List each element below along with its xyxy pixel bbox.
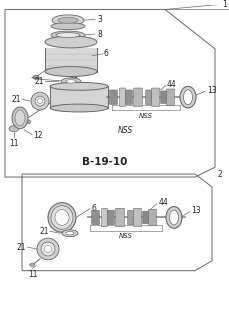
Ellipse shape bbox=[51, 31, 85, 39]
FancyBboxPatch shape bbox=[108, 210, 114, 225]
FancyBboxPatch shape bbox=[143, 211, 148, 224]
Text: 6: 6 bbox=[92, 204, 97, 213]
Ellipse shape bbox=[52, 15, 84, 26]
Ellipse shape bbox=[45, 67, 97, 76]
FancyBboxPatch shape bbox=[120, 88, 125, 106]
Text: 21: 21 bbox=[16, 243, 26, 252]
Ellipse shape bbox=[12, 107, 28, 129]
Ellipse shape bbox=[183, 90, 193, 105]
Ellipse shape bbox=[62, 230, 78, 237]
Ellipse shape bbox=[9, 126, 19, 132]
Ellipse shape bbox=[169, 210, 178, 225]
Text: 44: 44 bbox=[167, 80, 177, 89]
Text: 22: 22 bbox=[70, 77, 79, 86]
Ellipse shape bbox=[56, 33, 80, 37]
Text: 21: 21 bbox=[35, 77, 44, 86]
FancyBboxPatch shape bbox=[126, 90, 132, 104]
Ellipse shape bbox=[50, 104, 108, 112]
Text: 12: 12 bbox=[33, 131, 43, 140]
Ellipse shape bbox=[50, 82, 108, 90]
FancyBboxPatch shape bbox=[116, 208, 124, 227]
FancyBboxPatch shape bbox=[134, 88, 142, 106]
Text: NSS: NSS bbox=[119, 233, 133, 239]
Text: NSS: NSS bbox=[117, 126, 133, 135]
FancyBboxPatch shape bbox=[92, 210, 99, 225]
Polygon shape bbox=[50, 86, 108, 108]
FancyBboxPatch shape bbox=[149, 209, 156, 226]
Ellipse shape bbox=[30, 263, 35, 266]
Text: 21: 21 bbox=[11, 95, 21, 104]
Ellipse shape bbox=[55, 210, 69, 225]
Text: 2: 2 bbox=[218, 170, 223, 179]
Text: 13: 13 bbox=[191, 206, 201, 215]
Text: B-19-10: B-19-10 bbox=[82, 157, 128, 167]
Ellipse shape bbox=[58, 17, 78, 23]
FancyBboxPatch shape bbox=[146, 90, 151, 104]
Ellipse shape bbox=[180, 86, 196, 108]
Text: 21: 21 bbox=[39, 227, 49, 236]
Ellipse shape bbox=[51, 23, 85, 30]
Text: NSS: NSS bbox=[139, 113, 153, 119]
FancyBboxPatch shape bbox=[128, 210, 133, 225]
Ellipse shape bbox=[15, 110, 25, 126]
Ellipse shape bbox=[37, 238, 59, 260]
FancyBboxPatch shape bbox=[161, 91, 166, 103]
Ellipse shape bbox=[61, 78, 81, 85]
Ellipse shape bbox=[25, 120, 31, 124]
Ellipse shape bbox=[66, 231, 74, 235]
FancyBboxPatch shape bbox=[102, 208, 107, 227]
FancyBboxPatch shape bbox=[134, 208, 141, 227]
Text: 3: 3 bbox=[97, 15, 102, 24]
Ellipse shape bbox=[45, 36, 97, 48]
Ellipse shape bbox=[38, 99, 43, 104]
FancyBboxPatch shape bbox=[152, 88, 159, 106]
FancyBboxPatch shape bbox=[167, 89, 174, 105]
Ellipse shape bbox=[41, 242, 55, 256]
Ellipse shape bbox=[35, 96, 45, 106]
Text: 11: 11 bbox=[9, 139, 19, 148]
Ellipse shape bbox=[44, 245, 52, 252]
Text: 11: 11 bbox=[28, 270, 38, 279]
Text: 8: 8 bbox=[97, 29, 102, 39]
Text: 44: 44 bbox=[159, 198, 169, 207]
Ellipse shape bbox=[31, 92, 49, 110]
Text: 13: 13 bbox=[207, 86, 217, 95]
Polygon shape bbox=[45, 48, 97, 72]
Text: 6: 6 bbox=[104, 49, 109, 58]
Ellipse shape bbox=[33, 76, 39, 79]
Ellipse shape bbox=[66, 80, 76, 83]
Ellipse shape bbox=[51, 206, 73, 229]
Ellipse shape bbox=[48, 203, 76, 232]
Ellipse shape bbox=[166, 207, 182, 228]
FancyBboxPatch shape bbox=[110, 90, 117, 104]
Text: 1: 1 bbox=[222, 0, 227, 9]
